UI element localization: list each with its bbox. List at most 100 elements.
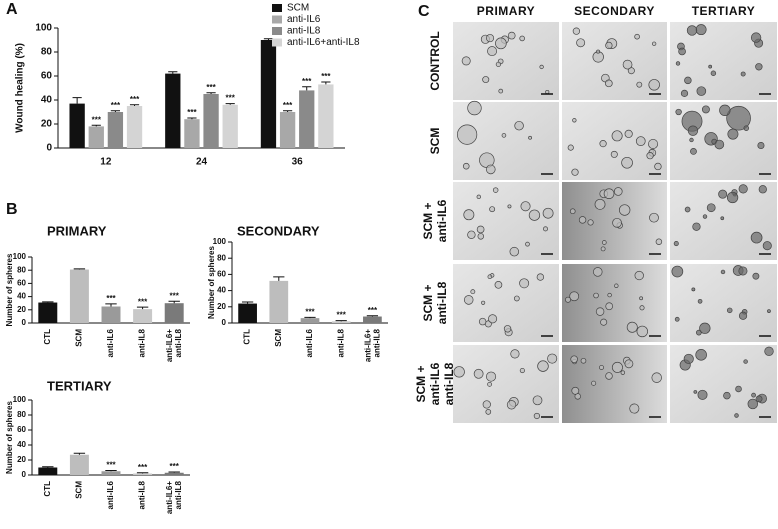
significance: *** [305,307,315,316]
sphere [495,37,507,50]
y-tick-label: 80 [17,265,26,274]
significance: *** [170,291,180,300]
sphere [674,316,680,322]
x-tick-label: anti-IL6+anti-IL8 [165,480,183,514]
sphere [565,296,571,303]
significance: *** [130,95,140,104]
sphere [532,395,543,406]
sphere [740,71,746,77]
sphere [767,309,771,313]
legend-swatch [272,4,282,12]
error-bar [283,110,293,112]
sphere [519,367,525,374]
sphere [723,391,731,400]
x-tick-label: anti-IL8 [336,328,345,357]
sphere [463,295,474,305]
column-header: SECONDARY [574,4,655,18]
y-tick-label: 100 [13,252,27,261]
sphere [595,307,605,316]
sphere [613,187,623,196]
sphere [727,128,739,140]
sphere [686,25,698,36]
y-axis-label: Wound healing (%) [15,43,26,133]
sphere [569,208,576,215]
sphere [519,278,530,289]
sphere [651,41,657,46]
sphere [720,269,726,275]
error-bar [366,315,379,317]
y-axis-label: Number of spheres [5,253,14,326]
significance: *** [337,311,347,320]
bar [69,269,89,323]
error-bar [302,86,312,91]
panel-label: A [6,1,18,18]
sphere [693,390,698,394]
sphere [482,76,490,84]
sphere [599,140,607,148]
sphere [486,371,497,382]
y-tick-label: 60 [17,279,26,288]
sphere [735,385,742,393]
sphere [636,81,643,88]
sphere [513,295,520,302]
bar [69,103,85,148]
sphere [691,287,696,292]
x-tick-label: 36 [292,157,304,168]
sphere [576,38,586,48]
bar [101,306,121,323]
sphere [487,381,492,387]
sphere [747,398,759,410]
sphere [600,246,606,252]
sphere [539,64,544,70]
y-tick-label: 100 [35,23,52,34]
sphere [476,225,485,234]
error-bar [225,103,235,105]
chart-title: TERTIARY [47,378,112,393]
sphere [478,317,487,326]
sphere [572,27,581,35]
bar [363,316,382,323]
sphere [620,370,626,375]
sphere [695,349,707,361]
sphere [481,300,486,305]
x-tick-label-line: anti-IL6+ [165,481,174,514]
error-bar [73,452,86,455]
sphere [675,108,682,116]
sphere [738,266,748,276]
bar [260,40,277,148]
y-tick-label: 20 [41,119,53,130]
significance: *** [321,72,331,81]
sphere [708,64,713,69]
x-tick-label: anti-IL6+anti-IL8 [165,328,183,362]
sphere [726,191,739,204]
sphere [463,209,475,221]
sphere [486,34,495,43]
sphere [489,206,496,213]
error-bar [304,316,316,319]
sphere [734,413,739,418]
sphere [525,241,530,247]
row-label: SCM +anti-IL6 [421,199,449,242]
micrograph [453,345,559,423]
sphere [587,219,594,226]
chart-title: SECONDARY [237,223,320,238]
sphere [757,141,765,150]
sphere [675,61,681,66]
error-bar [91,124,101,127]
legend-swatch [272,15,282,24]
legend-label: anti-IL8 [287,26,321,37]
sphere [758,185,767,194]
sphere [618,204,631,216]
sphere [487,274,493,280]
sphere [639,296,644,301]
x-tick-label: anti-IL8 [138,328,147,357]
significance: *** [226,94,236,103]
y-axis-label: Number of spheres [207,245,216,318]
significance: *** [283,101,293,110]
micrograph [453,182,559,260]
sphere [738,184,748,194]
sphere [689,137,694,143]
error-bar [168,471,180,473]
sphere [726,307,733,314]
bar [126,106,143,148]
